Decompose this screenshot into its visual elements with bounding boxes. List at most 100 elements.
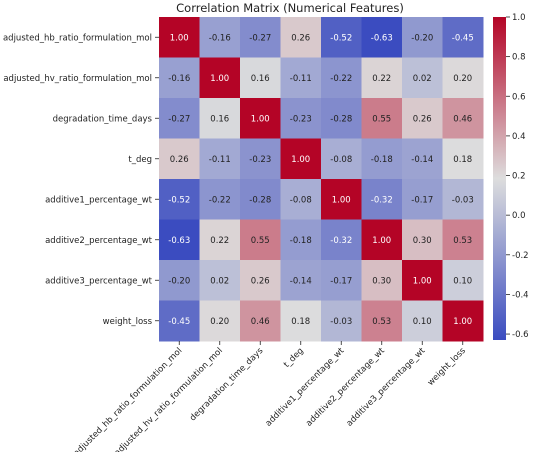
heatmap-cell-label: -0.22 — [209, 195, 231, 205]
heatmap-cell — [442, 98, 484, 139]
heatmap-cell — [321, 179, 362, 220]
heatmap-cell — [361, 138, 403, 180]
heatmap-cell — [402, 219, 443, 261]
colorbar-tick-label: 0.4 — [512, 132, 526, 142]
row-tick-label: degradation_time_days — [53, 114, 153, 124]
colorbar-tick-label: 0.8 — [512, 53, 526, 63]
heatmap-cell — [402, 138, 443, 180]
heatmap-cell-label: -0.22 — [330, 74, 352, 84]
row-tick-label: additive1_percentage_wt — [45, 195, 153, 205]
heatmap-cell-label: 1.00 — [332, 195, 351, 205]
heatmap-cell — [280, 98, 322, 139]
heatmap-cell-label: -0.16 — [209, 33, 231, 43]
heatmap-cell — [361, 98, 403, 139]
heatmap-cell — [442, 138, 484, 180]
column-tick-label: degradation_time_days — [188, 346, 266, 424]
heatmap-cell — [159, 138, 200, 180]
heatmap-cell — [321, 98, 362, 139]
row-tick-label: weight_loss — [103, 317, 153, 327]
heatmap-cell — [159, 17, 200, 58]
heatmap-cell-label: -0.03 — [330, 317, 352, 327]
heatmap-cell — [280, 138, 322, 180]
row-tick-label: additive2_percentage_wt — [45, 236, 153, 246]
column-tick-label: additive3_percentage_wt — [345, 346, 428, 429]
column-tick-label: additive1_percentage_wt — [264, 346, 347, 429]
heatmap-cell-label: -0.23 — [290, 114, 312, 124]
heatmap-cell-label: 0.20 — [210, 317, 229, 327]
heatmap-cell — [321, 138, 362, 180]
row-tick-label: additive3_percentage_wt — [45, 276, 153, 286]
heatmap-cell — [442, 179, 484, 220]
column-tick-labels: adjusted_hb_ratio_formulation_moladjuste… — [72, 341, 468, 452]
column-tick-label: additive2_percentage_wt — [304, 346, 387, 429]
heatmap-cell-label: 0.26 — [170, 155, 189, 165]
heatmap-cell — [321, 219, 362, 261]
heatmap-cell-label: 0.22 — [372, 74, 391, 84]
heatmap-cell-label: 0.16 — [210, 114, 229, 124]
heatmap-cell-label: -0.18 — [371, 155, 393, 165]
heatmap-cell — [442, 219, 484, 261]
heatmap-cell — [199, 219, 241, 261]
heatmap-cell-label: -0.08 — [290, 195, 312, 205]
heatmap-cell — [159, 57, 200, 99]
heatmap-cell — [442, 57, 484, 99]
heatmap-cell — [321, 17, 362, 58]
heatmap-cell — [159, 219, 200, 261]
heatmap-cell — [240, 260, 281, 301]
heatmap-cell — [321, 260, 362, 301]
colorbar-gradient — [493, 17, 506, 340]
heatmap-cell — [442, 17, 484, 58]
heatmap-cell — [240, 179, 281, 220]
heatmap-cell — [280, 57, 322, 99]
colorbar-tick-label: 1.0 — [512, 13, 526, 23]
heatmap-cell — [321, 300, 362, 342]
heatmap-cell-label: 0.18 — [453, 155, 472, 165]
heatmap-cell-label: 0.20 — [453, 74, 472, 84]
heatmap-cell-label: -0.28 — [330, 114, 352, 124]
heatmap-cell-label: 1.00 — [251, 114, 270, 124]
heatmap-cell — [199, 57, 241, 99]
heatmap-cell-label: -0.28 — [249, 195, 271, 205]
heatmap-cell-label: 0.46 — [453, 114, 472, 124]
row-tick-labels: adjusted_hb_ratio_formulation_moladjuste… — [3, 33, 159, 327]
heatmap-cell — [361, 219, 403, 261]
heatmap-cell-label: 1.00 — [372, 236, 391, 246]
heatmap-cell-label: 1.00 — [291, 155, 310, 165]
heatmap-cell-label: 0.22 — [210, 236, 229, 246]
column-tick-label: weight_loss — [426, 346, 468, 388]
heatmap-cell-label: -0.20 — [411, 33, 433, 43]
heatmap-cell — [240, 98, 281, 139]
heatmap-cell — [240, 57, 281, 99]
row-tick-label: adjusted_hb_ratio_formulation_mol — [3, 33, 152, 43]
heatmap-cell-label: 0.26 — [251, 276, 270, 286]
heatmap-cell — [321, 57, 362, 99]
heatmap-cell-label: 0.53 — [453, 236, 472, 246]
heatmap-cell — [199, 138, 241, 180]
heatmap-cell-label: -0.63 — [168, 236, 190, 246]
heatmap-cell-label: -0.32 — [330, 236, 352, 246]
heatmap-cell — [159, 260, 200, 301]
heatmap-cell-labels: 1.00 -0.16 -0.27 0.26 -0.52 -0.63 -0.20 -0.45 -0… — [168, 33, 474, 327]
colorbar-tick-label: 0.6 — [512, 92, 526, 102]
heatmap-cell-label: -0.20 — [168, 276, 190, 286]
heatmap-cell-label: 1.00 — [413, 276, 432, 286]
heatmap-cell-label: -0.18 — [290, 236, 312, 246]
heatmap-cell-label: 0.55 — [372, 114, 391, 124]
heatmap-cell — [280, 179, 322, 220]
heatmap-cell-label: -0.27 — [168, 114, 190, 124]
heatmap-cell — [280, 17, 322, 58]
colorbar-tick-label: -0.4 — [512, 290, 529, 300]
heatmap-cell-label: -0.14 — [411, 155, 433, 165]
heatmap-cell — [361, 300, 403, 342]
colorbar: 1.0 0.8 0.6 0.4 0.2 0.0 -0.2 -0.4 -0.6 — [493, 13, 529, 340]
heatmap-cell — [442, 300, 484, 342]
heatmap-cell-label: 1.00 — [453, 317, 472, 327]
heatmap-cell — [361, 179, 403, 220]
heatmap-cell-label: -0.52 — [330, 33, 352, 43]
heatmap-cell-label: 0.16 — [251, 74, 270, 84]
colorbar-tick-label: 0.0 — [512, 211, 526, 221]
heatmap-cell — [402, 17, 443, 58]
heatmap-cell-label: 1.00 — [170, 33, 189, 43]
